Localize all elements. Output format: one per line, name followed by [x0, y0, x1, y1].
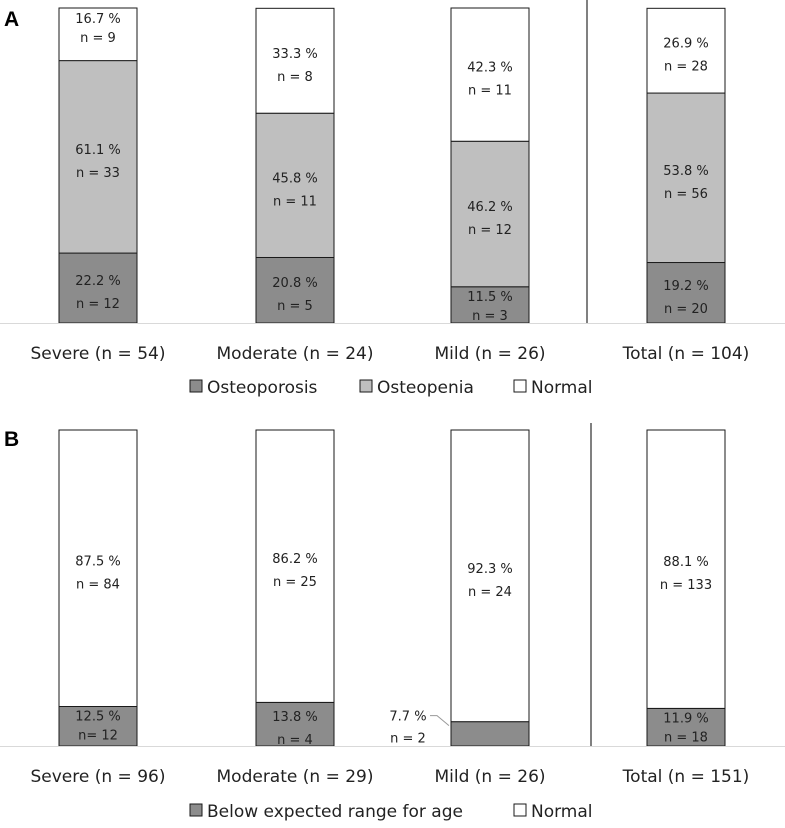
legend-swatch	[189, 803, 203, 817]
bar-segment-osteopenia	[58, 60, 138, 254]
data-label-percent: 33.3 %	[272, 47, 317, 62]
panel-b: B 12.5 % n= 12 87.5 % n = 84 Severe (n = 96) 1…	[0, 423, 785, 822]
data-label-percent: 16.7 %	[75, 12, 120, 27]
bar-segment-normal	[646, 429, 726, 709]
data-label-percent: 88.1 %	[663, 555, 708, 570]
legend-swatch	[513, 379, 527, 393]
data-label-count: n = 12	[468, 223, 512, 238]
data-label-count: n = 84	[76, 577, 120, 592]
data-label-percent: 92.3 %	[467, 562, 512, 577]
x-tick-label: Severe (n = 54)	[31, 344, 166, 364]
bar-segment-normal	[58, 7, 138, 62]
x-tick-label: Total (n = 104)	[622, 344, 750, 364]
panel-label: A	[4, 8, 19, 31]
data-label-percent: 61.1 %	[75, 143, 120, 158]
bar-segment-osteoporosis	[450, 286, 530, 324]
legend-label: Osteoporosis	[207, 378, 318, 398]
bar-segment-below-expected-range-for-age	[58, 706, 138, 747]
legend-label: Below expected range for age	[207, 802, 463, 822]
data-label-count: n = 3	[472, 309, 508, 324]
data-label-count: n = 11	[468, 84, 512, 99]
data-label-percent: 13.8 %	[272, 710, 317, 725]
bar-segment-osteopenia	[255, 112, 335, 258]
bar-segment-osteopenia	[646, 92, 726, 264]
data-label-count: n= 12	[78, 729, 118, 744]
data-label-percent: 42.3 %	[467, 61, 512, 76]
data-label-count: n = 33	[76, 166, 120, 181]
bar-segment-below-expected-range-for-age	[450, 721, 530, 747]
bar-segment-normal	[255, 7, 335, 114]
x-tick-label: Total (n = 151)	[622, 767, 750, 787]
data-label-count: n = 133	[660, 578, 712, 593]
data-label-count: n = 5	[277, 299, 313, 314]
bar-segment-normal	[58, 429, 138, 707]
data-label-percent: 26.9 %	[663, 37, 708, 52]
data-label-percent: 46.2 %	[467, 200, 512, 215]
data-label-count: n = 24	[468, 585, 512, 600]
data-label-count: n = 2	[390, 732, 426, 747]
bar-segment-osteopenia	[450, 140, 530, 288]
data-label-percent: 45.8 %	[272, 171, 317, 186]
data-label-count: n = 20	[664, 302, 708, 317]
data-label-count: n = 18	[664, 730, 708, 745]
legend-swatch	[189, 379, 203, 393]
data-label-percent: 19.2 %	[663, 279, 708, 294]
x-tick-label: Moderate (n = 29)	[217, 767, 374, 787]
legend: Below expected range for age Normal	[189, 802, 593, 822]
bar-segment-normal	[450, 429, 530, 723]
bar-segment-osteoporosis	[255, 256, 335, 324]
x-tick-label: Mild (n = 26)	[434, 344, 545, 364]
x-tick-label: Moderate (n = 24)	[217, 344, 374, 364]
data-label-percent: 22.2 %	[75, 274, 120, 289]
legend-label: Normal	[531, 378, 593, 398]
data-label-percent: 12.5 %	[75, 710, 120, 725]
data-label-percent: 86.2 %	[272, 552, 317, 567]
data-label-count: n = 4	[277, 733, 313, 748]
data-label-percent: 11.9 %	[663, 711, 708, 726]
bar-segment-normal	[450, 7, 530, 142]
data-label-count: n = 28	[664, 60, 708, 75]
data-label-count: n = 25	[273, 575, 317, 590]
bar-segment-osteoporosis	[646, 262, 726, 324]
data-label-count: n = 12	[76, 297, 120, 312]
panel-label: B	[4, 428, 19, 451]
x-tick-label: Mild (n = 26)	[434, 767, 545, 787]
panel-a: A 22.2 % n = 12 61.1 % n = 33 16.7 % n = 9 Seve…	[0, 0, 785, 398]
data-label-percent: 20.8 %	[272, 276, 317, 291]
legend-swatch	[359, 379, 373, 393]
callout-leader-line	[430, 715, 450, 727]
bar-segment-below-expected-range-for-age	[646, 707, 726, 747]
x-tick-label: Severe (n = 96)	[31, 767, 166, 787]
data-label-percent: 87.5 %	[75, 554, 120, 569]
data-label-count: n = 8	[277, 70, 313, 85]
bar-segment-below-expected-range-for-age	[255, 701, 335, 747]
legend-label: Osteopenia	[377, 378, 474, 398]
data-label-count: n = 11	[273, 194, 317, 209]
data-label-count: n = 9	[80, 31, 116, 46]
data-label-percent: 53.8 %	[663, 164, 708, 179]
bar-segment-normal	[646, 7, 726, 94]
bar-segment-normal	[255, 429, 335, 703]
legend-swatch	[513, 803, 527, 817]
data-label-count: n = 56	[664, 187, 708, 202]
data-label-percent: 11.5 %	[467, 290, 512, 305]
legend-label: Normal	[531, 802, 593, 822]
legend: Osteoporosis Osteopenia Normal	[189, 378, 593, 398]
data-label-percent: 7.7 %	[389, 710, 426, 725]
